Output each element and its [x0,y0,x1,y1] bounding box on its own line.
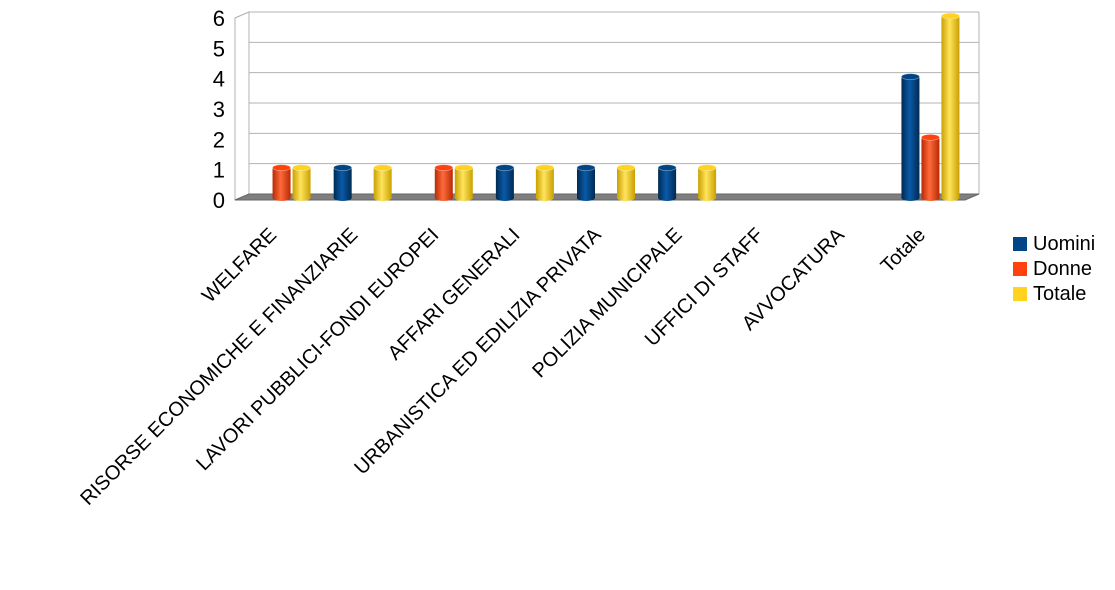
bar-top [657,164,677,171]
y-tick-label: 3 [213,97,225,122]
bar-base [434,195,453,201]
x-category-label: RISORSE ECONOMICHE E FINANZIARIE [76,224,362,510]
bar [657,164,677,201]
bar-base [333,195,352,201]
bar-body [617,167,635,198]
bar-base [941,195,960,201]
bar [535,164,555,201]
gridlines [234,11,980,201]
bar-body [495,167,514,198]
y-tick-label: 0 [213,188,225,213]
bar [434,164,454,201]
bar-base [617,195,635,201]
legend-label: Donne [1033,258,1092,280]
bar-base [921,195,940,201]
bar-body [373,167,392,198]
bar-top [272,164,291,171]
bar [576,164,596,201]
bar-top [616,164,636,171]
bar-base [698,195,717,201]
y-tick-label: 5 [213,36,225,61]
bar [941,12,960,201]
bar-top [373,164,392,171]
legend-swatch [1013,237,1027,251]
legend-label: Totale [1033,283,1086,305]
bar-base [292,195,311,201]
legend-item: Uomini [1013,233,1095,255]
bar-body [333,167,352,198]
legend-item: Totale [1013,283,1086,305]
y-tick-label: 1 [213,158,225,183]
legend: Uomini Donne Totale [1013,233,1095,305]
axes [234,11,980,201]
y-tick-label: 2 [213,127,225,152]
bar-body [941,16,960,198]
bar-base [495,195,514,201]
legend-item: Donne [1013,258,1092,280]
floor [234,193,980,201]
bar-top [697,164,717,171]
bar [901,73,920,201]
y-tick-labels: 0 1 2 3 4 5 6 [213,6,225,213]
bar-body [698,167,717,198]
bar-body [535,167,554,198]
bar-body [272,167,291,198]
bar-body [658,167,677,198]
bar-base [577,195,595,201]
bar-top [495,164,515,171]
bars [272,12,960,201]
bar-base [454,195,473,201]
legend-swatch [1013,287,1027,301]
bar-top [941,12,960,20]
bar-base [658,195,677,201]
bar-body [434,167,453,198]
bar-top [333,164,352,171]
x-category-label: AFFARI GENERALI [384,224,525,365]
bar-body [901,76,920,198]
bar-body [921,137,940,198]
bar-base [373,195,392,201]
bar [697,164,717,201]
x-category-label: WELFARE [198,224,281,307]
bar-base [272,195,291,201]
bar [292,164,311,201]
bar [272,164,291,201]
bar-top [292,164,311,171]
side-wall [234,11,250,201]
bar-top [535,164,555,171]
y-tick-label: 4 [213,67,225,92]
legend-swatch [1013,262,1027,276]
y-tick-label: 6 [213,6,225,31]
bar-top [576,164,596,171]
bar [333,164,352,201]
bar-body [292,167,311,198]
bar-base [901,195,920,201]
bar-body [577,167,595,198]
bar [454,164,474,201]
bar [373,164,392,201]
bar [616,164,636,201]
bar-base [535,195,554,201]
x-category-label: Totale [877,224,930,277]
bar-top [901,73,920,80]
bar [495,164,515,201]
x-category-label: POLIZIA MUNICIPALE [528,224,686,382]
bar-body [454,167,473,198]
bar-top [434,164,454,171]
legend-label: Uomini [1033,233,1095,255]
bar [921,134,940,201]
bar-top [454,164,474,171]
bar-top [921,134,940,141]
